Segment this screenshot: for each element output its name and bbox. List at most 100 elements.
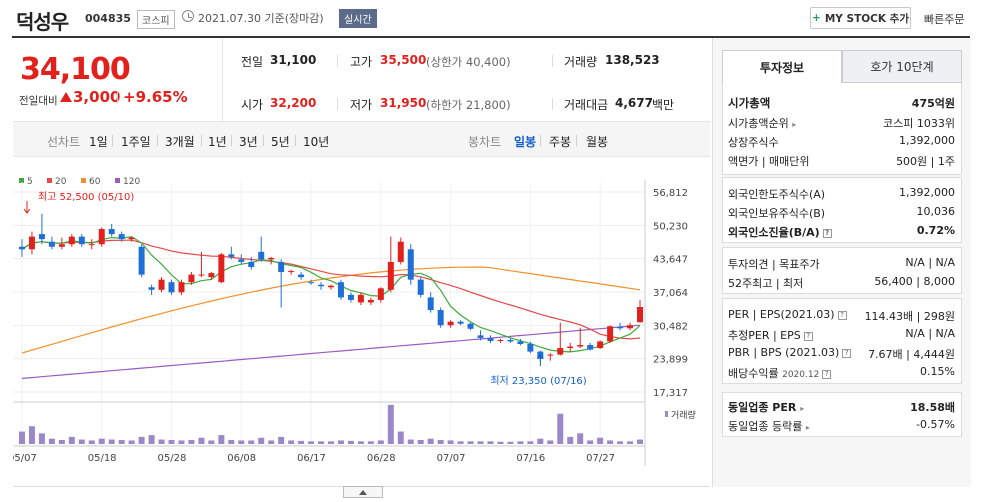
candle-body xyxy=(447,321,454,326)
x-tick-label: 07/16 xyxy=(516,453,545,464)
candle-body xyxy=(98,229,105,245)
volume-bar xyxy=(627,441,634,444)
market-cap-rank-text: 시가총액순위 xyxy=(728,117,789,130)
candle-body xyxy=(427,297,434,311)
candle-body xyxy=(487,337,494,341)
pbr-value: 7.67배 | 4,444원 xyxy=(868,348,955,361)
pbr-label-text: PBR | BPS (2021.03) xyxy=(728,346,840,359)
diff-rate: +9.65% xyxy=(123,88,188,106)
volume-bar xyxy=(258,437,265,444)
volume-bar xyxy=(547,440,554,444)
per-value: 114.43배 | 298원 xyxy=(864,310,955,323)
candle-body xyxy=(218,254,225,283)
volume-bar xyxy=(88,440,95,444)
y-tick-label: 50,230 xyxy=(653,221,688,232)
help-icon[interactable]: ? xyxy=(837,310,847,320)
volume-value: 138,523 xyxy=(605,53,660,67)
candle-body xyxy=(457,321,464,324)
tab-1d[interactable]: 1일 xyxy=(89,135,108,149)
candle-body xyxy=(268,257,275,260)
help-icon[interactable]: ? xyxy=(803,331,813,341)
candle-body xyxy=(557,348,564,355)
base-date: 2021.07.30 기준(장마감) xyxy=(198,12,324,25)
volume-bar xyxy=(298,440,305,444)
candle-body xyxy=(587,344,594,350)
foreign-ratio-value: 0.72% xyxy=(916,224,955,237)
candle-body xyxy=(58,244,65,247)
candle-body xyxy=(637,307,644,323)
arrow-right-icon: ▸ xyxy=(805,423,810,432)
legend-label: 120 xyxy=(123,177,140,187)
sector-per-value: 18.58배 xyxy=(910,401,955,414)
volume-bar xyxy=(357,441,364,444)
x-tick-label: 07/07 xyxy=(437,453,466,464)
tab-3m[interactable]: 3개월 xyxy=(165,135,195,149)
help-icon[interactable]: ? xyxy=(842,348,852,358)
low-label: 저가 xyxy=(350,98,373,112)
candle-body xyxy=(168,282,175,293)
tab-5y[interactable]: 5년 xyxy=(271,135,290,149)
tab-monthly[interactable]: 월봉 xyxy=(586,135,609,149)
per-label: PER | EPS(2021.03)? xyxy=(728,308,847,321)
my-stock-add-button[interactable]: + MY STOCK 추가 xyxy=(810,7,911,29)
est-per-value: N/A | N/A xyxy=(905,327,955,340)
volume-bar xyxy=(397,431,404,444)
candle-body xyxy=(108,229,115,235)
candle-body xyxy=(148,287,155,290)
candle-body xyxy=(547,354,554,356)
candle-body xyxy=(617,326,624,329)
collapse-chart-button[interactable] xyxy=(343,486,383,498)
volume-bar xyxy=(98,438,105,444)
legend-swatch xyxy=(115,178,120,183)
lower-limit: (하한가 21,800) xyxy=(426,98,511,112)
help-icon[interactable]: ? xyxy=(822,369,832,379)
candle-body xyxy=(188,274,195,283)
divider xyxy=(552,98,553,110)
tab-order-book[interactable]: 호가 10단계 xyxy=(842,50,962,83)
candle-body xyxy=(567,346,574,349)
market-cap-rank-label: 시가총액순위 ▸ xyxy=(728,115,796,131)
tab-weekly[interactable]: 주봉 xyxy=(549,135,572,149)
volume-bar xyxy=(367,441,374,444)
volume-bar xyxy=(228,440,235,444)
divider xyxy=(157,135,158,146)
my-stock-add-label: MY STOCK 추가 xyxy=(824,12,909,25)
volume-bar xyxy=(118,440,125,444)
quick-order-link[interactable]: 빠른주문 xyxy=(924,13,965,26)
opinion-box xyxy=(722,247,962,294)
legend-swatch xyxy=(19,178,24,183)
volume-bar xyxy=(328,441,334,444)
divider xyxy=(552,55,553,67)
tab-10y[interactable]: 10년 xyxy=(303,135,330,149)
volume-bar xyxy=(78,439,85,444)
est-per-label: 추정PER | EPS? xyxy=(728,327,813,343)
candle-body xyxy=(417,279,424,295)
realtime-button[interactable]: 실시간 xyxy=(339,9,377,28)
candle-body xyxy=(308,282,315,284)
high-arrow-head xyxy=(23,208,31,214)
volume-bar xyxy=(268,440,275,444)
tab-1w[interactable]: 1주일 xyxy=(121,135,151,149)
help-icon[interactable]: ? xyxy=(822,228,832,238)
ma20-line xyxy=(21,239,641,340)
dividend-label-text: 배당수익률 xyxy=(728,367,779,380)
tab-invest-info[interactable]: 투자정보 xyxy=(722,50,842,83)
volume-bar xyxy=(467,441,474,444)
candle-body xyxy=(258,251,265,260)
candle-body xyxy=(407,249,414,280)
tab-daily[interactable]: 일봉 xyxy=(514,135,537,149)
divider xyxy=(117,91,118,103)
volume-bar xyxy=(308,441,315,444)
clock-icon xyxy=(182,10,194,22)
dividend-date: 2020.12 xyxy=(782,370,820,380)
amount-label: 거래대금 xyxy=(564,98,609,112)
stock-chart[interactable]: 5 20 60 120 56,812 50,230 43,647 37,064 30,482 23… xyxy=(13,170,710,486)
tab-1y[interactable]: 1년 xyxy=(208,135,227,149)
sector-per-label: 동일업종 PER ▸ xyxy=(728,399,804,415)
volume-bar xyxy=(497,441,504,444)
tab-3y[interactable]: 3년 xyxy=(239,135,258,149)
divider xyxy=(337,98,338,110)
candle-body xyxy=(467,323,474,329)
info-icon[interactable]: ▸ xyxy=(792,120,797,129)
candle-body xyxy=(248,261,255,268)
